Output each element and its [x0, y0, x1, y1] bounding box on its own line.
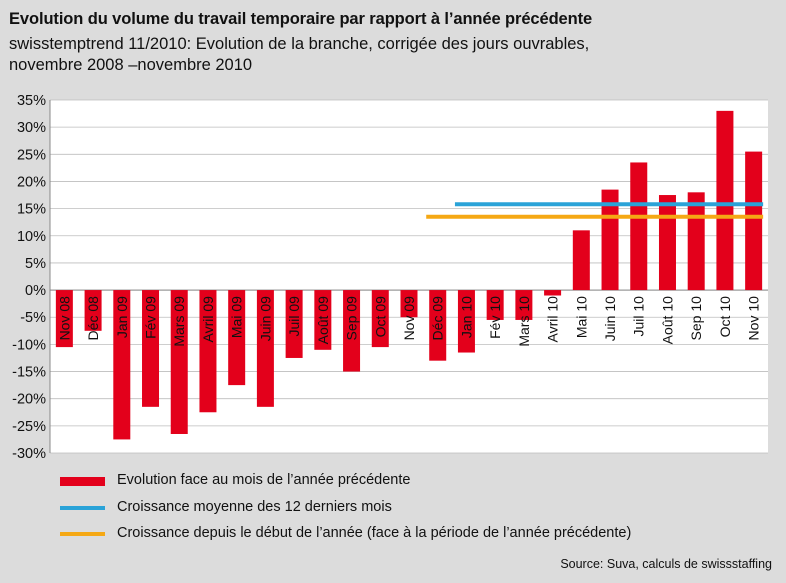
x-tick-label: Avril 09	[200, 296, 216, 343]
x-tick-label: Août 09	[315, 296, 331, 344]
x-tick-label: Déc 08	[85, 296, 101, 341]
x-tick-label: Mai 10	[573, 296, 589, 338]
x-tick-label: Juil 10	[631, 296, 647, 337]
x-tick-label: Fév 09	[143, 296, 159, 339]
y-tick-label: -20%	[12, 392, 46, 408]
y-tick-label: -30%	[12, 446, 46, 462]
chart-subtitle-line2: novembre 2008 –novembre 2010	[9, 56, 253, 74]
bar	[285, 290, 303, 358]
y-tick-label: 20%	[17, 174, 46, 190]
x-tick-label: Juil 09	[286, 296, 302, 337]
bar	[601, 189, 619, 291]
x-tick-label: Mars 09	[171, 296, 187, 347]
bar-chart: 35% 30% 25% 20% 15% 10% 5% 0% -5% -10% -15% -20% -25…	[12, 93, 768, 462]
x-tick-label: Déc 09	[430, 296, 446, 341]
x-tick-label: Oct 10	[717, 296, 733, 337]
x-tick-label: Jan 10	[458, 296, 474, 338]
bar	[228, 290, 246, 386]
bar	[343, 290, 361, 372]
legend-label-bars: Evolution face au mois de l’année précéd…	[117, 472, 411, 488]
y-tick-label: 0%	[25, 283, 46, 299]
y-tick-label: 35%	[17, 93, 46, 109]
bar	[256, 290, 274, 407]
y-tick-label: -15%	[12, 365, 46, 381]
bar	[457, 290, 475, 353]
chart-subtitle-line1: swisstemptrend 11/2010: Evolution de la …	[9, 35, 590, 53]
y-tick-label: 25%	[17, 147, 46, 163]
x-tick-label: Sep 09	[344, 296, 360, 341]
bar	[142, 290, 160, 407]
y-tick-label: -5%	[20, 310, 46, 326]
bar	[400, 290, 418, 318]
bar	[429, 290, 447, 361]
y-tick-label: 30%	[17, 120, 46, 136]
bar	[113, 290, 131, 440]
x-tick-label: Août 10	[659, 296, 675, 344]
bar	[371, 290, 389, 348]
bar	[658, 195, 676, 291]
x-tick-label: Nov 10	[746, 296, 762, 341]
y-tick-label: -10%	[12, 337, 46, 353]
legend-swatch-avg12	[60, 506, 105, 510]
source-note: Source: Suva, calculs de swissstaffing	[560, 557, 772, 571]
bar	[572, 230, 590, 291]
bar	[170, 290, 188, 434]
legend-swatch-bars	[60, 477, 105, 486]
bar	[199, 290, 217, 413]
y-tick-label: 5%	[25, 256, 46, 272]
y-tick-label: 15%	[17, 202, 46, 218]
x-tick-label: Nov 09	[401, 296, 417, 341]
x-tick-label: Sep 10	[688, 296, 704, 341]
x-tick-label: Juin 10	[602, 296, 618, 341]
y-tick-label: -25%	[12, 419, 46, 435]
x-tick-label: Jan 09	[114, 296, 130, 338]
x-tick-label: Mai 09	[229, 296, 245, 338]
x-tick-label: Oct 09	[372, 296, 388, 337]
bar	[515, 290, 533, 320]
bar	[630, 162, 648, 291]
legend-label-ytd: Croissance depuis le début de l’année (f…	[117, 525, 632, 541]
legend-label-avg12: Croissance moyenne des 12 derniers mois	[117, 499, 392, 515]
bar	[55, 290, 73, 348]
x-tick-label: Juin 09	[257, 296, 273, 341]
chart-title: Evolution du volume du travail temporair…	[9, 10, 593, 28]
legend-swatch-ytd	[60, 532, 105, 536]
bar	[486, 290, 504, 320]
bar	[84, 290, 102, 331]
x-tick-label: Mars 10	[516, 296, 532, 347]
plot-area	[50, 100, 768, 453]
bar	[544, 290, 562, 296]
bar	[687, 192, 705, 291]
x-tick-label: Fév 10	[487, 296, 503, 339]
bar	[745, 151, 763, 291]
bar	[314, 290, 332, 350]
bar	[716, 110, 734, 291]
x-tick-label: Nov 08	[56, 296, 72, 341]
y-tick-label: 10%	[17, 229, 46, 245]
x-tick-label: Avril 10	[545, 296, 561, 343]
